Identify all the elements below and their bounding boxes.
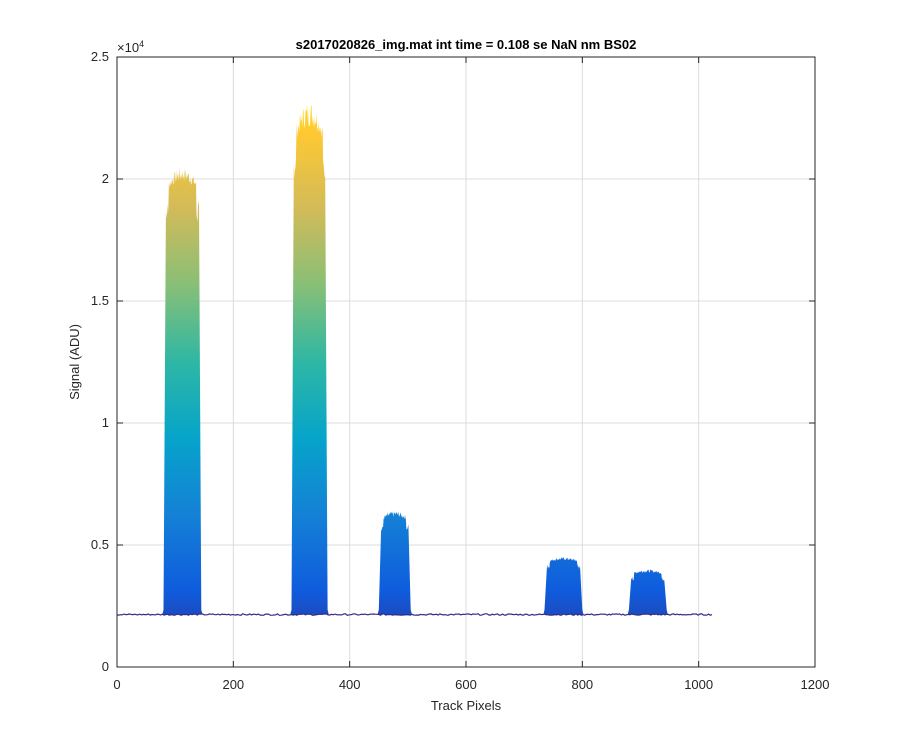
- y-tick-label: 2.5: [91, 49, 109, 64]
- signal-peak-3: [377, 511, 412, 615]
- signal-peak-4: [543, 557, 584, 615]
- chart-title: s2017020826_img.mat int time = 0.108 se …: [296, 37, 637, 52]
- y-tick-label: 1: [102, 415, 109, 430]
- y-tick-label: 0: [102, 659, 109, 674]
- x-tick-label: 200: [222, 677, 244, 692]
- y-axis-label: Signal (ADU): [67, 324, 82, 400]
- x-tick-label: 800: [571, 677, 593, 692]
- signal-peak-5: [627, 569, 668, 615]
- signal-peak-1: [162, 167, 203, 615]
- x-tick-label: 1200: [801, 677, 830, 692]
- axes: [116, 56, 816, 668]
- y-tick-label: 2: [102, 171, 109, 186]
- y-tick-label: 1.5: [91, 293, 109, 308]
- data-series: [116, 105, 713, 616]
- x-axis-label: Track Pixels: [431, 698, 502, 713]
- y-exponent-label: ×104: [117, 39, 144, 55]
- tick-labels: 0 200 400 600 800 1000 1200 0 0.5 1 1.5 2 2.5: [91, 49, 830, 692]
- x-tick-label: 1000: [684, 677, 713, 692]
- x-tick-label: 600: [455, 677, 477, 692]
- x-tick-label: 0: [113, 677, 120, 692]
- baseline-trace: [116, 613, 713, 616]
- y-tick-label: 0.5: [91, 537, 109, 552]
- signal-peak-2: [290, 105, 329, 615]
- x-tick-label: 400: [339, 677, 361, 692]
- grid: [117, 57, 815, 667]
